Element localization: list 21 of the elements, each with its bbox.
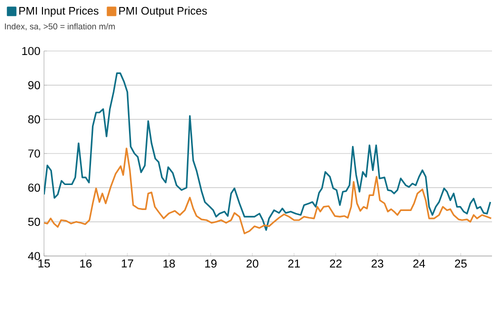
y-tick-label: 70 (28, 149, 40, 158)
y-tick-label: 80 (28, 115, 40, 124)
chart-subtitle: Index, sa, >50 = inflation m/m (4, 23, 115, 30)
y-tick-label: 100 (22, 46, 40, 56)
legend-label: PMI Input Prices (19, 6, 98, 17)
x-tick-label: 17 (122, 260, 134, 268)
x-tick-label: 19 (205, 260, 217, 268)
y-tick-label: 90 (28, 81, 40, 90)
x-tick-label: 15 (38, 260, 50, 268)
x-tick-label: 23 (372, 260, 384, 268)
x-tick-label: 18 (164, 260, 175, 268)
y-tick-label: 50 (28, 218, 40, 226)
y-tick-label: 40 (28, 252, 40, 260)
y-tick-label: 60 (28, 184, 40, 192)
x-tick-label: 24 (413, 260, 426, 268)
x-tick-label: 25 (454, 260, 467, 268)
legend-label: PMI Output Prices (119, 6, 207, 17)
x-tick-label: 16 (80, 260, 92, 268)
x-tick-label: 21 (288, 260, 300, 268)
x-tick-label: 22 (330, 260, 342, 268)
x-tick-label: 20 (246, 260, 258, 268)
